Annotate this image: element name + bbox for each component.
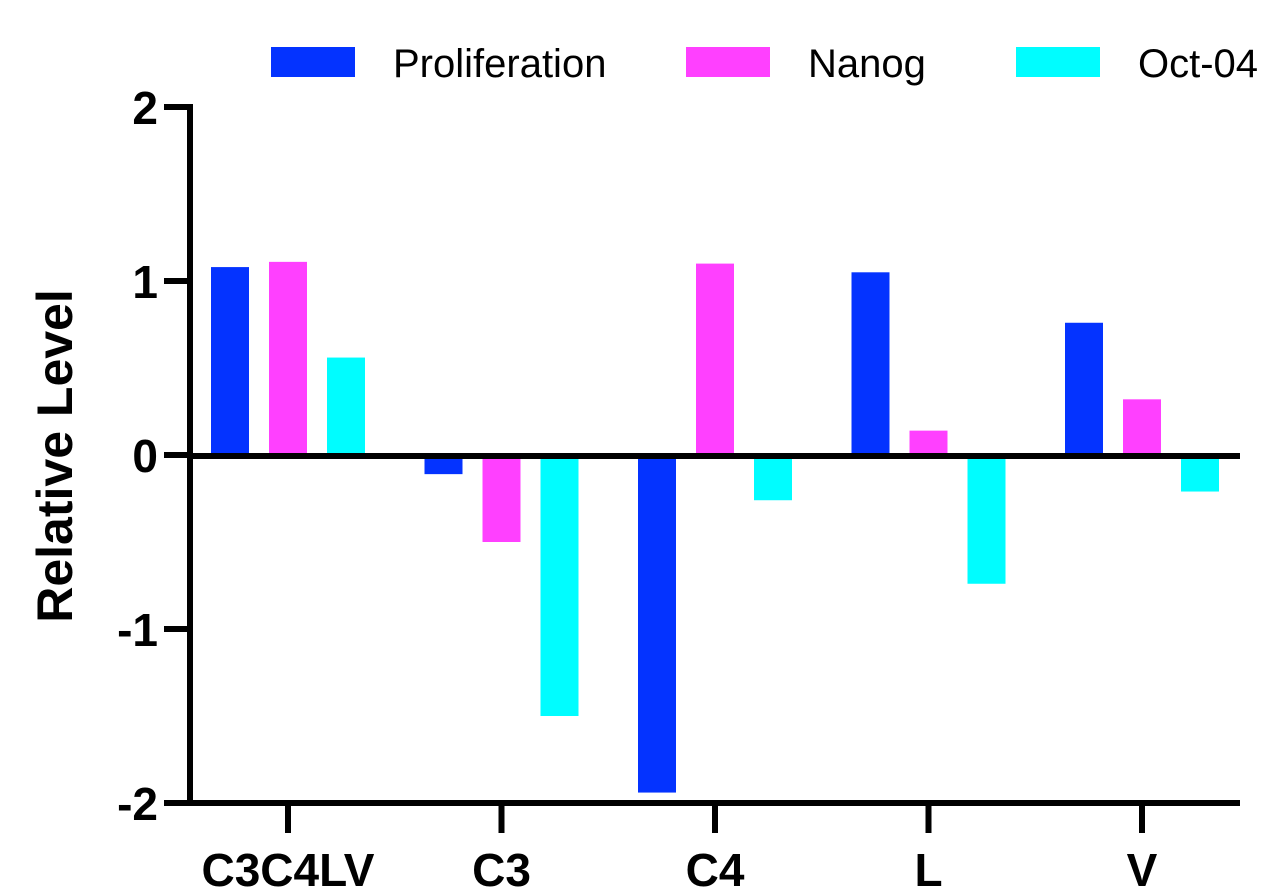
bar-c4-nanog <box>696 263 734 455</box>
bar-c3-nanog <box>482 455 521 542</box>
legend-label-oct-04: Oct-04 <box>1138 42 1258 86</box>
bar-c4-oct-04 <box>754 455 792 501</box>
bar-l-proliferation <box>851 272 890 455</box>
legend-label-proliferation: Proliferation <box>393 42 606 86</box>
bar-c3-proliferation <box>424 455 463 475</box>
x-tick-label-c4: C4 <box>686 844 745 892</box>
bar-l-oct-04 <box>967 455 1006 584</box>
x-tick-label-c3: C3 <box>472 844 531 892</box>
x-ticks-group: C3C4LV C3 C4 L V <box>202 803 1158 892</box>
y-tick-label: 2 <box>132 82 158 134</box>
legend: Proliferation Nanog Oct-04 <box>271 42 1258 86</box>
x-tick-label-c3c4lv: C3C4LV <box>202 844 375 892</box>
bar-c3-oct-04 <box>540 455 579 716</box>
y-tick-label: -2 <box>117 778 158 830</box>
y-ticks-group: -2 -1 0 1 2 <box>117 82 190 830</box>
bar-c3c4lv-nanog <box>269 261 307 455</box>
y-tick-label: 1 <box>132 256 158 308</box>
bar-v-oct-04 <box>1181 455 1219 492</box>
bar-c4-proliferation <box>638 455 676 793</box>
x-tick-label-l: L <box>914 844 942 892</box>
y-tick-label: 0 <box>132 430 158 482</box>
legend-label-nanog: Nanog <box>808 42 926 86</box>
legend-swatch-oct-04 <box>1016 47 1100 77</box>
bar-v-proliferation <box>1065 322 1103 455</box>
y-tick-label: -1 <box>117 604 158 656</box>
bar-c3c4lv-oct-04 <box>327 357 365 455</box>
bar-v-nanog <box>1123 399 1161 455</box>
y-axis-title: Relative Level <box>27 289 83 623</box>
bars-group <box>211 261 1219 793</box>
legend-swatch-nanog <box>686 47 770 77</box>
x-tick-label-v: V <box>1127 844 1158 892</box>
bar-c3c4lv-proliferation <box>211 267 249 455</box>
axes-group <box>187 104 1240 806</box>
legend-swatch-proliferation <box>271 47 355 77</box>
bar-l-nanog <box>909 430 948 455</box>
